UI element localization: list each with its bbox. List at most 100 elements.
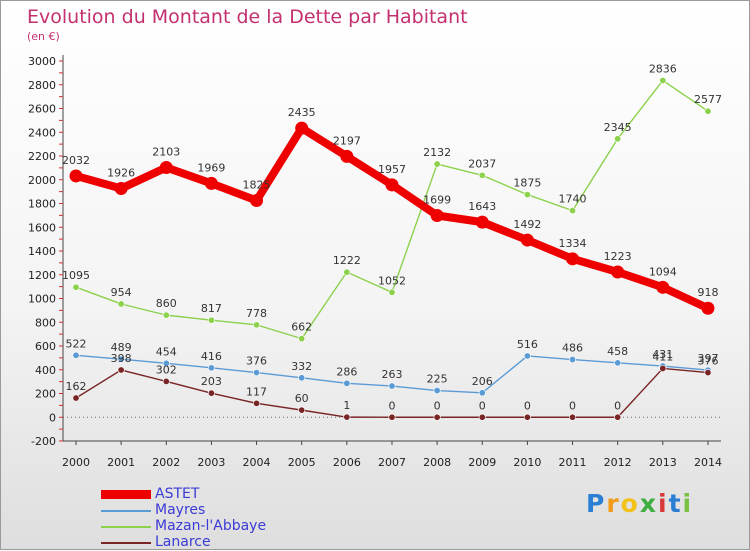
data-point[interactable] (433, 413, 441, 421)
data-label: 2836 (649, 62, 677, 75)
y-tick-label: 800 (35, 316, 56, 329)
data-point[interactable] (69, 169, 83, 183)
data-point[interactable] (114, 182, 128, 196)
y-tick-label: 2800 (28, 79, 56, 92)
data-point[interactable] (388, 288, 396, 296)
data-point[interactable] (117, 300, 125, 308)
data-point[interactable] (475, 215, 489, 229)
data-point[interactable] (298, 335, 306, 343)
data-point[interactable] (659, 364, 667, 372)
data-point[interactable] (478, 171, 486, 179)
data-point[interactable] (343, 268, 351, 276)
data-label: 2577 (694, 93, 722, 106)
data-point[interactable] (253, 399, 261, 407)
data-point[interactable] (701, 301, 715, 315)
data-point[interactable] (207, 364, 215, 372)
data-label: 1643 (468, 200, 496, 213)
data-label: 2197 (333, 134, 361, 147)
data-point[interactable] (433, 160, 441, 168)
data-point[interactable] (523, 352, 531, 360)
data-point[interactable] (207, 316, 215, 324)
data-point[interactable] (340, 149, 354, 163)
series-layer (69, 76, 715, 421)
data-point[interactable] (117, 366, 125, 374)
logo-letter: P (586, 489, 607, 518)
data-label: 1699 (423, 193, 451, 206)
data-label: 286 (336, 365, 357, 378)
data-label: 0 (388, 399, 395, 412)
data-label: 1740 (559, 193, 587, 206)
x-tick-label: 2006 (333, 456, 361, 469)
logo-letter: r (606, 489, 621, 518)
data-point[interactable] (611, 265, 625, 279)
data-point[interactable] (298, 406, 306, 414)
data-point[interactable] (388, 413, 396, 421)
data-point[interactable] (159, 161, 173, 175)
data-point[interactable] (433, 387, 441, 395)
data-point[interactable] (614, 135, 622, 143)
data-label: 117 (246, 385, 267, 398)
data-point[interactable] (566, 252, 580, 266)
data-point[interactable] (295, 121, 309, 135)
data-point[interactable] (162, 359, 170, 367)
data-label: 0 (524, 399, 531, 412)
x-tick-label: 2000 (62, 456, 90, 469)
logo-letter: i (682, 489, 694, 518)
data-label: 411 (652, 350, 673, 363)
data-point[interactable] (478, 389, 486, 397)
data-label: 1875 (513, 177, 541, 190)
data-point[interactable] (520, 233, 534, 247)
data-point[interactable] (117, 355, 125, 363)
logo-letter: x (639, 489, 658, 518)
data-point[interactable] (72, 394, 80, 402)
data-point[interactable] (523, 413, 531, 421)
data-label: 263 (381, 368, 402, 381)
data-point[interactable] (523, 191, 531, 199)
data-point[interactable] (298, 374, 306, 382)
data-label: 458 (607, 345, 628, 358)
data-label: 1222 (333, 254, 361, 267)
data-point[interactable] (388, 382, 396, 390)
x-tick-label: 2007 (378, 456, 406, 469)
data-point[interactable] (656, 280, 670, 294)
data-point[interactable] (72, 283, 80, 291)
data-point[interactable] (569, 413, 577, 421)
data-point[interactable] (478, 413, 486, 421)
data-label: 522 (66, 337, 87, 350)
data-point[interactable] (253, 321, 261, 329)
data-label: 2345 (604, 121, 632, 134)
data-point[interactable] (162, 311, 170, 319)
data-point[interactable] (343, 413, 351, 421)
data-point[interactable] (569, 207, 577, 215)
data-point[interactable] (430, 208, 444, 222)
data-point[interactable] (204, 176, 218, 190)
data-label: 1 (343, 399, 350, 412)
legend-label: Mayres (155, 502, 206, 518)
data-point[interactable] (659, 76, 667, 84)
data-point[interactable] (253, 369, 261, 377)
data-label: 1492 (513, 218, 541, 231)
data-point[interactable] (704, 369, 712, 377)
x-tick-label: 2010 (513, 456, 541, 469)
y-tick-label: 2200 (28, 150, 56, 163)
data-label: 0 (569, 399, 576, 412)
data-point[interactable] (385, 178, 399, 192)
data-point[interactable] (614, 359, 622, 367)
data-point[interactable] (614, 413, 622, 421)
data-label: 1223 (604, 250, 632, 263)
data-point[interactable] (704, 107, 712, 115)
data-point[interactable] (343, 379, 351, 387)
data-point[interactable] (207, 389, 215, 397)
data-point[interactable] (72, 351, 80, 359)
data-point[interactable] (162, 377, 170, 385)
y-tick-label: -200 (31, 435, 56, 448)
y-tick-label: 2600 (28, 103, 56, 116)
data-point[interactable] (569, 356, 577, 364)
data-label: 662 (291, 321, 312, 334)
data-label: 2037 (468, 157, 496, 170)
logo-letter: i (658, 489, 669, 518)
legend-label: Mazan-l'Abbaye (155, 518, 267, 534)
data-label: 397 (697, 352, 718, 365)
x-tick-label: 2003 (197, 456, 225, 469)
data-point[interactable] (250, 194, 264, 208)
